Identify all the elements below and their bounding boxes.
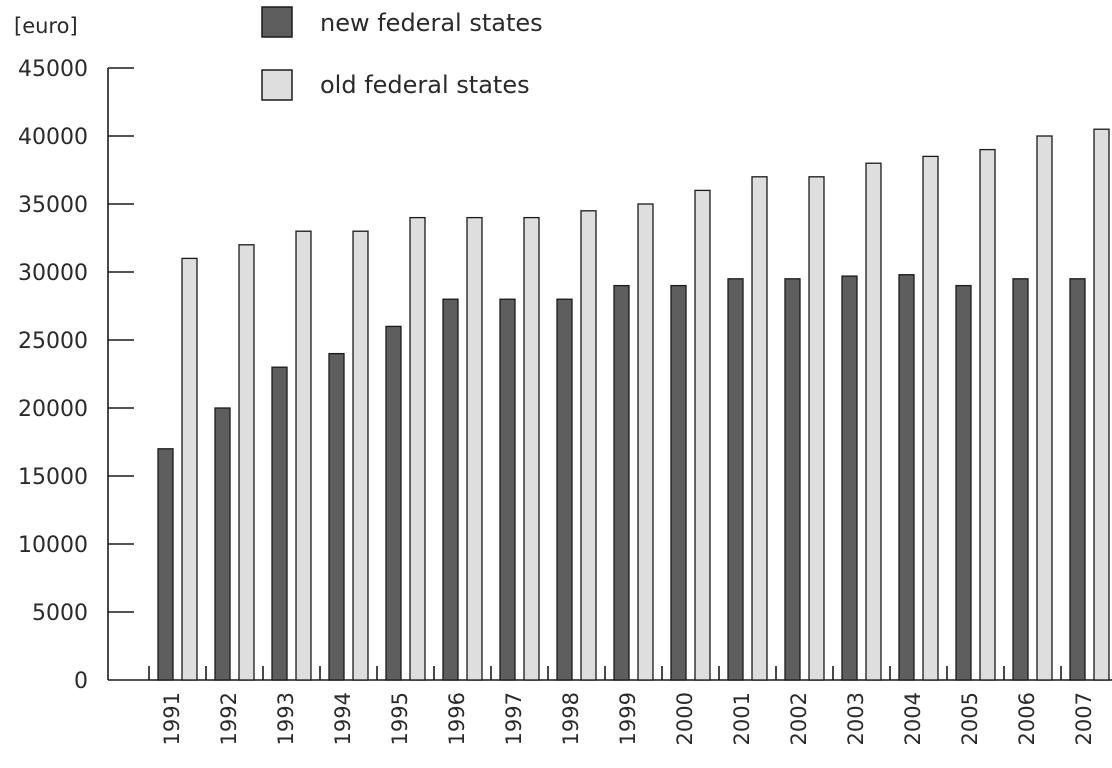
bar-old-federal-states [238, 244, 255, 681]
x-tick-label: 2006 [1015, 692, 1039, 745]
x-tick-label: 1992 [217, 692, 241, 745]
legend: new federal states old federal states [261, 6, 543, 101]
bar-old-federal-states [637, 203, 654, 681]
legend-swatch-new-federal-states [261, 6, 293, 38]
x-tick-label: 2007 [1072, 692, 1096, 745]
bar-new-federal-states [499, 298, 516, 681]
bar-new-federal-states [214, 407, 231, 681]
bar-old-federal-states [580, 210, 597, 681]
x-tick-label: 2000 [673, 692, 697, 745]
x-tick-label: 1995 [388, 692, 412, 745]
bar-old-federal-states [1093, 128, 1110, 681]
bar-new-federal-states [841, 275, 858, 681]
bar-new-federal-states [385, 325, 402, 681]
legend-swatch-old-federal-states [261, 69, 293, 101]
x-tick-label: 1998 [559, 692, 583, 745]
bar-new-federal-states [784, 278, 801, 681]
y-tick-label: 40000 [18, 125, 88, 150]
bar-new-federal-states [1012, 278, 1029, 681]
x-tick-label: 2002 [787, 692, 811, 745]
x-tick-label: 1996 [445, 692, 469, 745]
y-tick-label: 25000 [18, 329, 88, 354]
x-tick-label: 1993 [274, 692, 298, 745]
x-tick-label: 1999 [616, 692, 640, 745]
legend-label-old-federal-states: old federal states [320, 71, 530, 99]
bar-old-federal-states [466, 216, 483, 681]
bar-old-federal-states [409, 216, 426, 681]
bar-new-federal-states [898, 274, 915, 681]
bar-new-federal-states [157, 448, 174, 681]
y-tick-label: 45000 [18, 57, 88, 82]
bar-new-federal-states [613, 284, 630, 681]
bar-new-federal-states [556, 298, 573, 681]
x-tick-label: 1991 [160, 692, 184, 745]
x-tick-label: 2001 [730, 692, 754, 745]
bar-new-federal-states [955, 284, 972, 681]
bar-new-federal-states [271, 366, 288, 681]
bar-new-federal-states [1069, 278, 1086, 681]
bar-old-federal-states [181, 257, 198, 681]
bar-old-federal-states [1036, 135, 1053, 681]
y-tick-label: 5000 [32, 601, 88, 626]
y-axis-label: [euro] [14, 14, 78, 38]
bar-new-federal-states [328, 352, 345, 681]
bar-old-federal-states [295, 230, 312, 681]
bar-old-federal-states [523, 216, 540, 681]
bar-new-federal-states [442, 298, 459, 681]
bar-old-federal-states [352, 230, 369, 681]
bar-old-federal-states [865, 162, 882, 681]
bars [157, 128, 1110, 681]
y-tick-label: 35000 [18, 193, 88, 218]
y-axis: 0 5000 10000 15000 20000 25000 30000 35000 40000… [18, 57, 134, 694]
bar-new-federal-states [727, 278, 744, 681]
legend-label-new-federal-states: new federal states [320, 9, 543, 37]
x-tick-label: 2003 [844, 692, 868, 745]
x-tick-label: 2005 [958, 692, 982, 745]
bar-old-federal-states [979, 148, 996, 681]
x-tick-label: 2004 [901, 692, 925, 745]
y-tick-label: 0 [74, 669, 88, 694]
bar-old-federal-states [694, 189, 711, 681]
bar-old-federal-states [808, 176, 825, 681]
x-tick-label: 1994 [331, 692, 355, 745]
bar-new-federal-states [670, 284, 687, 681]
x-tick-label: 1997 [502, 692, 526, 745]
bar-old-federal-states [922, 155, 939, 681]
y-tick-label: 10000 [18, 533, 88, 558]
y-tick-label: 30000 [18, 261, 88, 286]
y-tick-label: 20000 [18, 397, 88, 422]
y-tick-label: 15000 [18, 465, 88, 490]
bar-old-federal-states [751, 176, 768, 681]
